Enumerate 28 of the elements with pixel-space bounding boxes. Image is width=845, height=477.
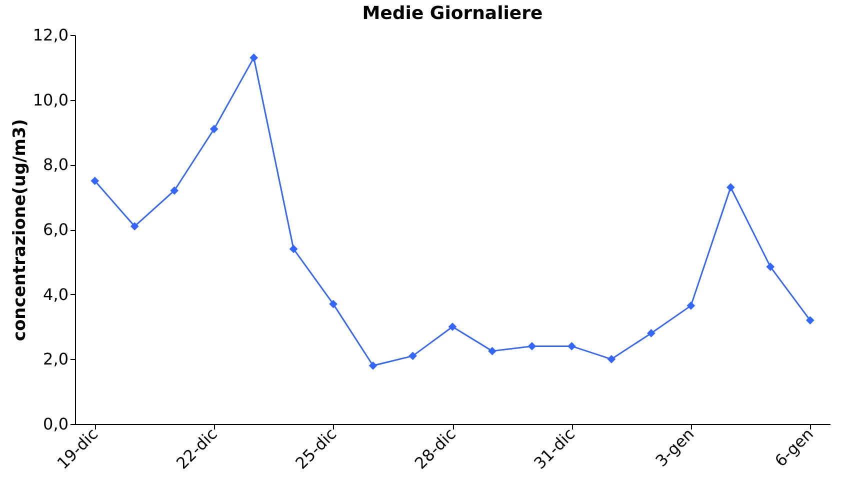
y-tick-label: 2,0	[43, 350, 68, 369]
y-tick-label: 10,0	[32, 90, 68, 110]
point	[766, 262, 775, 271]
point	[130, 222, 139, 230]
point	[568, 342, 576, 350]
y-tick-label: 4,0	[43, 284, 68, 304]
point	[408, 352, 417, 360]
point	[368, 361, 378, 370]
point	[329, 300, 338, 308]
point	[607, 354, 616, 364]
point	[170, 186, 179, 195]
point	[528, 342, 536, 350]
point	[806, 316, 814, 324]
point	[210, 124, 218, 134]
y-tick-label: 12,0	[32, 26, 68, 44]
y-tick-label: 8,0	[43, 155, 68, 174]
point	[90, 176, 100, 186]
point	[448, 322, 457, 331]
point	[250, 54, 258, 62]
y-tick-label: 6,0	[43, 220, 68, 239]
point	[488, 346, 496, 356]
chart-title: Medie Giornaliere	[362, 3, 543, 24]
y-axis-title: concentrazione(ug/m3)	[10, 118, 30, 342]
point	[647, 329, 656, 338]
point	[289, 244, 298, 254]
point	[686, 301, 696, 310]
y-tick-label: 0,0	[43, 414, 68, 434]
point	[726, 183, 735, 192]
